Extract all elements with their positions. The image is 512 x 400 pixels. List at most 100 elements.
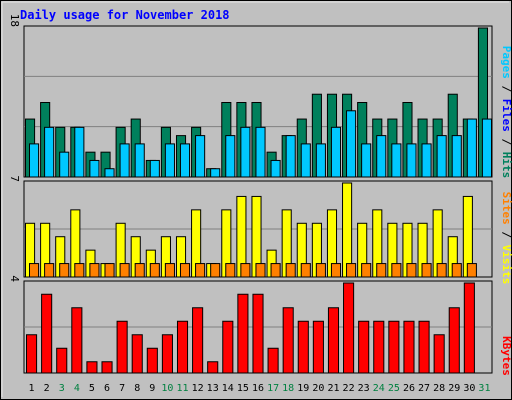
day-label: 13 — [207, 383, 219, 394]
bar-kbytes — [237, 293, 249, 374]
bar-sites — [466, 263, 477, 278]
bar-kbytes — [71, 307, 83, 374]
day-label: 28 — [433, 383, 445, 394]
bar-kbytes — [388, 320, 400, 374]
bar-kbytes — [101, 361, 113, 374]
day-label: 25 — [388, 383, 400, 394]
day-label: 5 — [89, 383, 95, 394]
day-label: 10 — [161, 383, 173, 394]
day-label: 30 — [463, 383, 475, 394]
bar-kbytes — [463, 282, 475, 374]
bar-kbytes — [343, 282, 355, 374]
bar-kbytes — [282, 307, 294, 374]
bar-sites — [59, 263, 70, 278]
day-label: 19 — [297, 383, 309, 394]
bar-sites — [240, 263, 251, 278]
bar-files — [44, 126, 55, 178]
day-label: 24 — [373, 383, 385, 394]
ymax-label-bottom: 4 — [8, 275, 21, 282]
bar-sites — [134, 263, 145, 278]
visits-label: Visits — [500, 245, 512, 285]
day-label: 26 — [403, 383, 415, 394]
bar-files — [346, 110, 357, 178]
bar-sites — [164, 263, 175, 278]
bar-sites — [451, 263, 462, 278]
sites-label: Sites — [500, 192, 512, 225]
day-label: 16 — [252, 383, 264, 394]
panel-top: 18 — [8, 14, 493, 178]
chart-title: Daily usage for November 2018 — [20, 8, 230, 22]
bar-sites — [225, 263, 236, 278]
panel-middle: 7 — [8, 175, 493, 278]
bar-sites — [104, 263, 115, 278]
bar-kbytes — [252, 293, 264, 374]
bar-kbytes — [86, 361, 98, 374]
files-label: Files — [500, 99, 512, 132]
bar-sites — [44, 263, 55, 278]
bar-files — [376, 135, 387, 178]
label-separator: / — [500, 132, 512, 152]
bar-sites — [300, 263, 311, 278]
bar-kbytes — [41, 293, 53, 374]
bar-kbytes — [207, 361, 219, 374]
day-label: 6 — [104, 383, 110, 394]
bar-files — [406, 143, 417, 178]
bar-kbytes — [358, 320, 370, 374]
bar-visits — [342, 182, 353, 278]
bar-kbytes — [192, 307, 204, 374]
hits-label: Hits — [500, 152, 512, 179]
day-label: 12 — [192, 383, 204, 394]
day-label: 7 — [119, 383, 125, 394]
day-label: 29 — [448, 383, 460, 394]
label-separator: / — [500, 79, 512, 99]
bar-kbytes — [448, 307, 460, 374]
bar-sites — [210, 263, 221, 278]
bar-files — [330, 126, 342, 178]
day-label: 17 — [267, 383, 279, 394]
bar-kbytes — [418, 320, 430, 374]
bar-files — [240, 126, 251, 178]
bar-sites — [255, 263, 266, 278]
day-labels: 1 2 3 4 5 6 7 8 9 10 11 12 13 14 15 16 17 18 19 20 21 22 23 24 2… — [29, 383, 491, 394]
day-label: 4 — [74, 383, 80, 394]
bar-kbytes — [312, 320, 324, 374]
bar-kbytes — [176, 320, 189, 374]
kbytes-label: KBytes — [500, 336, 512, 376]
bar-sites — [195, 263, 206, 278]
day-label: 2 — [44, 383, 50, 394]
ymax-label-middle: 7 — [8, 175, 21, 182]
bar-files — [315, 143, 326, 178]
bar-sites — [285, 263, 296, 278]
bar-kbytes — [56, 347, 68, 374]
day-label: 8 — [134, 383, 140, 394]
day-label: 23 — [358, 383, 370, 394]
pages-label: Pages — [500, 46, 512, 79]
top-side-label: Pages / Files / Hits — [500, 46, 512, 179]
day-label: 31 — [478, 383, 490, 394]
bar-files — [164, 143, 175, 178]
day-label: 27 — [418, 383, 430, 394]
bar-sites — [179, 263, 191, 278]
bar-kbytes — [297, 320, 309, 374]
label-separator: / — [500, 225, 512, 245]
bar-files — [300, 143, 311, 178]
bar-files — [255, 126, 266, 178]
bar-files — [104, 168, 115, 178]
bar-sites — [315, 263, 326, 278]
panel-bottom: 4 — [8, 275, 493, 374]
day-label: 11 — [176, 383, 188, 394]
bar-files — [436, 135, 447, 178]
day-label: 15 — [237, 383, 249, 394]
bar-kbytes — [146, 347, 158, 374]
bar-kbytes — [26, 334, 38, 374]
bar-kbytes — [116, 320, 128, 374]
bar-files — [270, 159, 281, 178]
bar-kbytes — [161, 334, 173, 374]
bar-sites — [89, 263, 100, 278]
bar-files — [195, 135, 206, 178]
bottom-side-label: KBytes — [500, 336, 512, 376]
bar-sites — [29, 263, 40, 278]
bar-files — [361, 143, 372, 178]
